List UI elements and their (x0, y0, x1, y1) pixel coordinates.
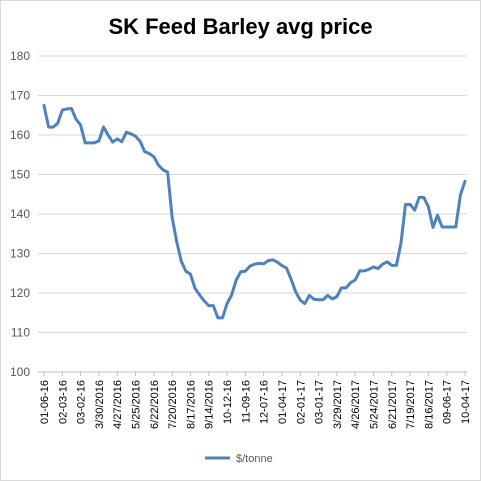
x-tick-label: 6/21/2017 (387, 380, 399, 429)
x-tick-label: 3/30/2016 (94, 380, 106, 429)
legend: $/tonne (205, 453, 273, 465)
x-tick-label: 5/25/2016 (131, 380, 143, 429)
x-tick-label: 02-01-17 (295, 380, 307, 424)
x-tick-label: 4/27/2016 (112, 380, 124, 429)
x-tick-label: 9/14/2016 (204, 380, 216, 429)
gridlines (38, 55, 467, 373)
x-tick-label: 10-12-16 (222, 380, 234, 424)
x-tick-label: 8/17/2016 (185, 380, 197, 429)
x-tick-label: 01-04-17 (277, 380, 289, 424)
x-tick-label: 3/29/2017 (332, 380, 344, 429)
x-tick-label: 5/24/2017 (368, 380, 380, 429)
y-axis-ticks: 100 110 120 130 140 150 160 170 180 (10, 49, 30, 379)
series-line-price (42, 103, 467, 320)
y-tick-label: 110 (11, 326, 30, 340)
y-tick-label: 170 (10, 89, 30, 103)
x-tick-label: 7/20/2016 (167, 380, 179, 429)
x-tick-label: 7/19/2017 (405, 380, 417, 429)
x-tick-label: 01-06-16 (39, 380, 51, 424)
y-tick-label: 150 (10, 168, 30, 182)
y-tick-label: 120 (10, 286, 30, 300)
x-tick-label: 03-02-16 (76, 380, 88, 424)
y-tick-label: 160 (10, 128, 30, 142)
y-tick-label: 180 (10, 49, 30, 63)
x-axis-ticks: 01-06-16 02-03-16 03-02-16 3/30/2016 4/27/20… (39, 372, 472, 429)
x-tick-label: 11-09-16 (240, 380, 252, 423)
y-tick-label: 140 (10, 207, 30, 221)
x-tick-label: 6/22/2016 (149, 380, 161, 429)
x-tick-label: 03-01-17 (314, 380, 326, 424)
y-tick-label: 100 (10, 365, 30, 379)
chart-title: SK Feed Barley avg price (108, 14, 373, 39)
x-tick-label: 10-04-17 (460, 380, 472, 424)
x-tick-label: 4/26/2017 (350, 380, 362, 429)
plot-area (42, 103, 467, 320)
legend-label: $/tonne (236, 453, 273, 465)
x-tick-label: 02-03-16 (57, 380, 69, 424)
x-tick-label: 8/16/2017 (423, 380, 435, 429)
x-tick-label: 12-07-16 (259, 380, 271, 424)
x-tick-label: 09-06-17 (442, 380, 454, 424)
y-tick-label: 130 (10, 247, 30, 261)
